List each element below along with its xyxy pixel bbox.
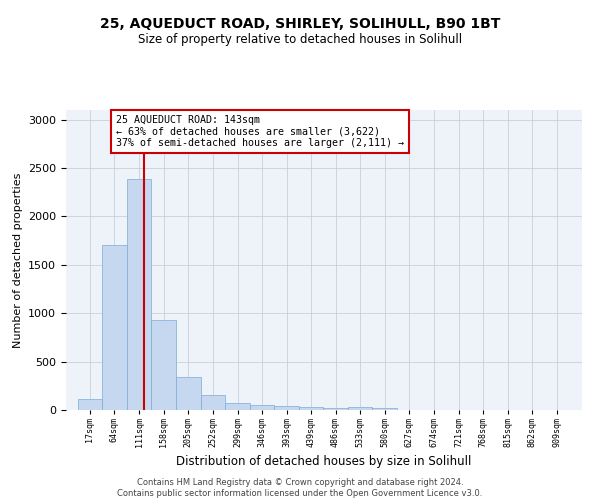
Bar [373, 408, 397, 410]
Text: 25 AQUEDUCT ROAD: 143sqm
← 63% of detached houses are smaller (3,622)
37% of sem: 25 AQUEDUCT ROAD: 143sqm ← 63% of detach… [116, 115, 404, 148]
X-axis label: Distribution of detached houses by size in Solihull: Distribution of detached houses by size … [176, 456, 472, 468]
Bar [200, 395, 225, 410]
Text: Size of property relative to detached houses in Solihull: Size of property relative to detached ho… [138, 32, 462, 46]
Bar [225, 402, 250, 410]
Bar [127, 178, 151, 410]
Y-axis label: Number of detached properties: Number of detached properties [13, 172, 23, 348]
Bar [348, 406, 373, 410]
Text: Contains HM Land Registry data © Crown copyright and database right 2024.
Contai: Contains HM Land Registry data © Crown c… [118, 478, 482, 498]
Text: 25, AQUEDUCT ROAD, SHIRLEY, SOLIHULL, B90 1BT: 25, AQUEDUCT ROAD, SHIRLEY, SOLIHULL, B9… [100, 18, 500, 32]
Bar [323, 408, 348, 410]
Bar [250, 404, 274, 410]
Bar [299, 406, 323, 410]
Bar [77, 400, 102, 410]
Bar [274, 406, 299, 410]
Bar [176, 377, 200, 410]
Bar [151, 320, 176, 410]
Bar [102, 246, 127, 410]
